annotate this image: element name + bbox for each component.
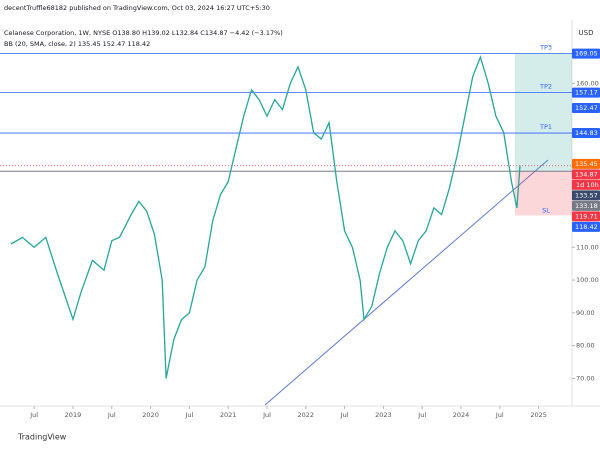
level-label: TP3	[539, 44, 552, 52]
x-tick-label: Jul	[340, 411, 349, 419]
x-tick-label: Jul	[495, 411, 504, 419]
x-tick-label: Jul	[107, 411, 116, 419]
price-label: 135.45	[575, 160, 598, 168]
price-label-box	[572, 87, 600, 98]
price-label: 144.83	[575, 129, 598, 137]
price-label-box	[572, 158, 600, 169]
price-label: 119.71	[575, 212, 598, 220]
price-label: 152.47	[575, 104, 598, 112]
y-tick-label: 110.00	[576, 243, 599, 251]
price-label: 133.57	[575, 191, 598, 199]
x-tick-label: 2019	[65, 411, 82, 419]
x-tick-label: 2022	[298, 411, 315, 419]
target-zone	[515, 53, 572, 172]
price-label-box	[572, 103, 600, 114]
price-label-box	[572, 211, 600, 222]
indicator-line: BB (20, SMA, close, 2) 135.45 152.47 118…	[4, 40, 150, 48]
y-tick-label: 80.00	[576, 342, 595, 350]
x-tick-label: 2024	[453, 411, 470, 419]
trendline	[264, 159, 549, 406]
countdown: 1d 10h	[576, 181, 599, 189]
y-tick-label: 90.00	[576, 309, 595, 317]
x-tick-label: Jul	[29, 411, 38, 419]
x-tick-label: 2021	[220, 411, 237, 419]
price-label: 157.17	[575, 89, 598, 97]
x-tick-label: 2020	[142, 411, 159, 419]
y-tick-label: 100.00	[576, 276, 599, 284]
price-label-box	[572, 48, 600, 59]
x-tick-label: 2025	[530, 411, 547, 419]
level-label: TP1	[539, 123, 552, 131]
level-label: SL	[542, 206, 550, 214]
y-tick-label: 160.00	[576, 79, 599, 87]
price-label: 169.05	[575, 50, 598, 58]
price-label-box	[572, 200, 600, 211]
price-line	[10, 55, 521, 379]
price-label: 133.18	[575, 202, 598, 210]
countdown-box	[572, 179, 600, 190]
x-tick-label: Jul	[184, 411, 193, 419]
price-label-box	[572, 221, 600, 232]
symbol-line: Celanese Corporation, 1W, NYSE O138.80 H…	[4, 29, 283, 37]
price-label-box	[572, 128, 600, 139]
price-label-box	[572, 169, 600, 180]
price-label: 118.42	[575, 223, 598, 231]
price-label: 134.87	[575, 170, 598, 178]
y-tick-label: 70.00	[576, 374, 595, 382]
stop-zone	[515, 171, 572, 216]
price-label-box	[572, 190, 600, 201]
currency: USD	[579, 29, 594, 37]
x-tick-label: Jul	[417, 411, 426, 419]
x-tick-label: 2023	[375, 411, 392, 419]
footer-logo: TradingView	[17, 433, 67, 442]
x-tick-label: Jul	[262, 411, 271, 419]
publisher: decentTruffle68182 published on TradingV…	[4, 4, 270, 12]
level-label: TP2	[539, 83, 552, 91]
